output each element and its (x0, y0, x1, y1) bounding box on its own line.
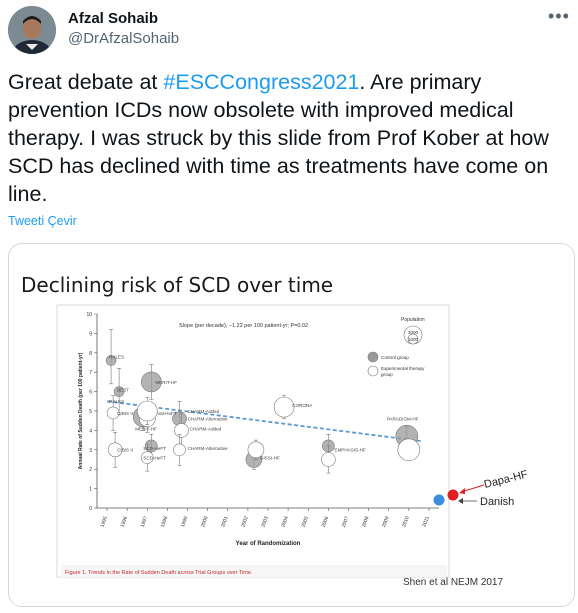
x-tick-label: 2004 (281, 515, 291, 528)
slide-title: Declining risk of SCD over time (21, 273, 333, 297)
point-label: SCD-HeFT (143, 446, 166, 451)
y-tick-label: 1 (89, 487, 92, 493)
point-label: RALES (109, 399, 124, 404)
y-tick-label: 9 (89, 331, 92, 337)
y-tick-label: 10 (86, 312, 92, 318)
figure-frame (56, 304, 450, 578)
y-tick-label: 4 (89, 428, 92, 434)
x-tick-label: 2005 (301, 515, 311, 528)
x-tick-label: 2000 (200, 515, 210, 528)
slide-image: Declining risk of SCD over time Slope (p… (9, 244, 574, 606)
dapa-hf-arrowhead (459, 488, 465, 494)
control-point (145, 439, 158, 453)
legend-swatch-control (367, 351, 379, 363)
tweet-text-end: . Are primary prevention ICDs now obsole… (8, 70, 549, 206)
point-label: SCD-HeFT (143, 456, 166, 461)
point-label: PARADIGM-HF (387, 417, 419, 422)
y-tick-label: 2 (89, 467, 92, 473)
point-label: CORONA (292, 403, 313, 408)
x-tick-label: 2010 (401, 515, 411, 528)
point-label: CIBIS II (117, 448, 133, 453)
danish-arrowhead (458, 498, 463, 504)
x-tick-label: 1996 (120, 515, 130, 528)
experimental-point (173, 443, 186, 457)
y-tick-label: 5 (89, 409, 92, 415)
y-tick-label: 0 (89, 506, 92, 512)
experimental-point (106, 406, 120, 420)
y-tick-label: 7 (89, 370, 92, 376)
x-tick-label: 2006 (321, 515, 331, 528)
x-tick-label: 1999 (180, 515, 190, 528)
point-label: CHARM-Added (188, 409, 220, 414)
control-point (105, 355, 117, 366)
experimental-point (247, 441, 265, 459)
danish-point (433, 494, 445, 506)
tweet-text-start: Great debate at (8, 70, 164, 94)
x-tick-label: 2009 (381, 515, 391, 528)
chart-plot: 0 1 2 3 4 5 6 7 8 9 10 1995 1996 1997 1998 1999 2000 2001… (78, 312, 439, 547)
chart-subtitle: Slope (per decade), −1.22 per 100 patien… (179, 323, 308, 329)
caption-bar (61, 565, 447, 577)
legend-size-label: 3000 (408, 330, 419, 335)
experimental-point (174, 423, 189, 438)
x-tick-label: 2003 (260, 515, 270, 528)
x-tick-label: 2011 (422, 515, 431, 527)
point-label: CHARM-Alternative (188, 417, 229, 422)
figure-caption: Figure 1. Trends in the Rate of Sudden D… (65, 570, 253, 576)
avatar-image (8, 6, 56, 54)
control-point (141, 371, 162, 393)
tweet-text: Great debate at #ESCCongress2021. Are pr… (8, 68, 563, 208)
legend-swatch-experimental (367, 365, 379, 377)
y-tick-label: 8 (89, 351, 92, 357)
x-tick-label: 2002 (240, 515, 250, 528)
x-tick-label: 1997 (140, 515, 150, 528)
experimental-point (136, 400, 158, 422)
x-tick-label: 2001 (220, 515, 230, 528)
legend-label-experimental: Experimental therapy (381, 366, 425, 371)
danish-label: Danish (480, 496, 514, 508)
point-label: CHARM-Added (190, 426, 222, 431)
experimental-point (107, 442, 123, 458)
experimental-point (140, 451, 154, 464)
control-point (113, 386, 125, 397)
experimental-point (273, 396, 295, 418)
point-label: Val-HeFT (157, 411, 177, 416)
y-tick-label: 3 (89, 448, 92, 454)
point-label: BEST (117, 388, 129, 393)
y-axis-label: Annual Rate of Sudden Death (per 100 pat… (78, 352, 84, 469)
avatar[interactable] (8, 6, 56, 54)
user-name[interactable]: Afzal Sohaib (68, 10, 159, 27)
y-tick-label: 6 (89, 390, 92, 396)
dapa-hf-point (447, 489, 459, 501)
legend-size-label: 1000 (408, 337, 419, 342)
point-label: RALES (109, 355, 124, 360)
more-horizontal-icon[interactable]: ••• (548, 6, 570, 26)
legend-label-control: Control group (381, 355, 409, 360)
tweet-media[interactable]: Declining risk of SCD over time Slope (p… (8, 243, 575, 607)
experimental-point (397, 438, 421, 462)
legend-size-circle (407, 333, 419, 345)
x-tick-label: 2008 (361, 515, 371, 528)
point-label: CIBIS II (117, 411, 133, 416)
point-label: MERIT-HF (135, 426, 157, 431)
point-label: GISSI-HF (260, 456, 280, 461)
translate-link[interactable]: Tweeti Çevir (8, 214, 77, 228)
user-handle[interactable]: @DrAfzalSohaib (68, 30, 180, 47)
point-label: CHARM-Alternative (188, 446, 229, 451)
x-axis-label: Year of Randomization (236, 541, 301, 547)
legend-label-experimental: group (381, 372, 393, 377)
point-label: MERIT-HF (155, 380, 177, 385)
x-tick-label: 2007 (341, 515, 351, 528)
x-tick-label: 1998 (160, 515, 170, 528)
trend-line (106, 400, 422, 442)
legend-title: Population (401, 317, 425, 323)
point-label: EMPHASIS-HF (334, 448, 366, 453)
x-tick-label: 1995 (99, 515, 109, 528)
experimental-point (321, 452, 336, 467)
hashtag-link[interactable]: #ESCCongress2021 (163, 70, 360, 94)
slide-citation: Shen et al NEJM 2017 (403, 577, 503, 588)
